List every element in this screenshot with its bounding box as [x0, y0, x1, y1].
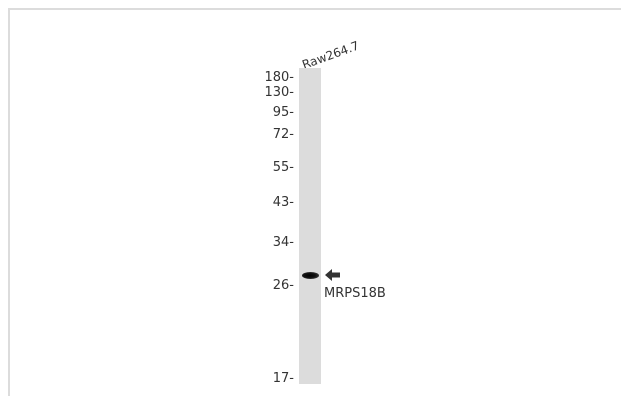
marker-72: 72-: [272, 127, 294, 142]
marker-34: 34-: [272, 235, 294, 250]
protein-band: [302, 272, 319, 279]
marker-130: 130-: [264, 85, 294, 100]
marker-55: 55-: [272, 160, 294, 175]
left-border: [8, 8, 10, 396]
top-border: [8, 8, 621, 10]
marker-26: 26-: [272, 278, 294, 293]
gel-lane: [299, 68, 321, 384]
lane-label: Raw264.7: [300, 38, 362, 72]
marker-17: 17-: [272, 371, 294, 386]
marker-95: 95-: [272, 105, 294, 120]
marker-43: 43-: [272, 195, 294, 210]
left-arrow-icon: [325, 269, 340, 281]
protein-label: MRPS18B: [324, 286, 386, 301]
marker-180: 180-: [264, 70, 294, 85]
